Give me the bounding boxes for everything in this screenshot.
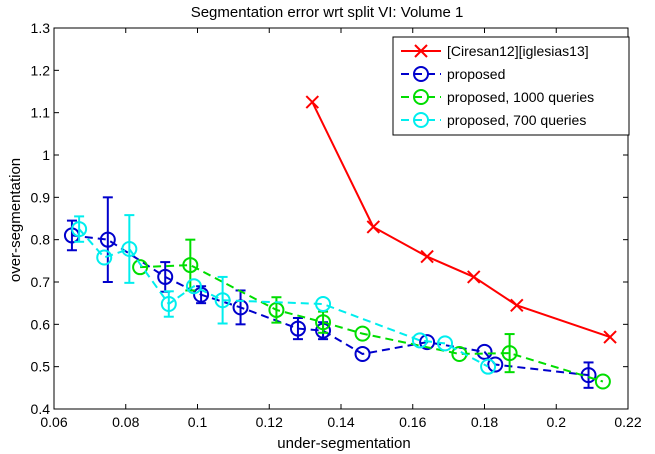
data-point — [132, 259, 149, 276]
error-bar — [583, 361, 594, 389]
marker-stroke — [467, 270, 481, 284]
y-tick-label: 0.9 — [31, 189, 51, 205]
legend-label: proposed, 1000 queries — [447, 89, 594, 105]
legend: [Ciresan12][iglesias13] proposed proposed,… — [392, 36, 630, 136]
y-tick-label: 1.2 — [31, 62, 51, 78]
y-tick-label: 0.6 — [31, 316, 51, 332]
y-axis-title: over-segmentation — [7, 158, 24, 282]
error-bar — [163, 290, 174, 318]
y-tick-label: 1 — [42, 147, 50, 163]
data-point — [305, 95, 320, 109]
legend-marker — [413, 112, 429, 128]
data-point — [420, 249, 434, 264]
data-point — [603, 330, 617, 344]
x-tick-label: 0.2 — [547, 414, 567, 430]
series-line — [71, 234, 589, 377]
marker-stroke — [305, 95, 320, 109]
legend-entry: proposed, 700 queries — [401, 112, 586, 128]
data-point — [315, 314, 332, 331]
error-bar — [124, 214, 135, 284]
series-0 — [305, 95, 617, 344]
y-tick-label: 0.8 — [31, 232, 51, 248]
data-point — [157, 268, 174, 285]
marker-stroke — [603, 330, 617, 344]
error-bar — [102, 196, 113, 283]
x-tick-label: 0.06 — [40, 414, 67, 430]
data-point — [71, 221, 88, 238]
data-point — [354, 325, 371, 342]
data-point — [121, 240, 138, 257]
data-point — [510, 298, 524, 312]
data-point — [476, 343, 493, 360]
x-tick-label: 0.12 — [256, 414, 283, 430]
data-point — [354, 345, 371, 362]
series-3 — [71, 214, 497, 375]
error-bar — [185, 238, 196, 292]
marker-stroke — [414, 44, 428, 58]
legend-label: [Ciresan12][iglesias13] — [447, 43, 589, 59]
data-point — [185, 278, 202, 295]
data-point — [182, 257, 199, 274]
x-tick-label: 0.22 — [614, 414, 641, 430]
legend-entry: proposed, 1000 queries — [401, 89, 594, 105]
legend-marker — [414, 44, 428, 58]
data-point — [594, 373, 611, 390]
error-bar — [504, 333, 515, 374]
legend-marker — [413, 66, 429, 82]
data-point — [487, 356, 504, 373]
data-point — [214, 292, 231, 309]
error-bar — [217, 275, 228, 325]
x-axis-title: under-segmentation — [277, 435, 410, 452]
y-tick-label: 0.5 — [31, 359, 51, 375]
legend-label: proposed — [447, 66, 505, 82]
data-point — [99, 231, 116, 248]
legend-entry: proposed — [401, 66, 505, 82]
series-line — [140, 264, 604, 383]
chart-title: Segmentation error wrt split VI: Volume … — [191, 4, 464, 21]
y-tick-label: 0.7 — [31, 274, 51, 290]
y-tick-label: 1.1 — [31, 105, 51, 121]
marker-stroke — [510, 298, 524, 312]
data-point — [437, 335, 454, 352]
legend-box — [392, 36, 630, 136]
y-tick-label: 1.3 — [31, 20, 51, 36]
data-point — [366, 220, 380, 234]
data-point — [419, 334, 436, 351]
data-point — [315, 296, 332, 313]
data-point — [467, 270, 481, 284]
legend-entry: [Ciresan12][iglesias13] — [401, 43, 589, 59]
legend-marker — [413, 89, 429, 105]
marker-stroke — [366, 220, 380, 234]
x-tick-label: 0.14 — [327, 414, 354, 430]
data-point — [289, 320, 306, 337]
marker-stroke — [420, 249, 434, 264]
y-tick-label: 0.4 — [31, 401, 51, 417]
data-point — [160, 296, 177, 313]
x-tick-label: 0.16 — [399, 414, 426, 430]
legend-label: proposed, 700 queries — [447, 112, 586, 128]
data-point — [411, 332, 428, 349]
x-tick-label: 0.1 — [188, 414, 208, 430]
x-tick-label: 0.18 — [471, 414, 498, 430]
data-point — [96, 249, 113, 266]
series-2 — [132, 238, 611, 390]
series-line — [311, 101, 611, 338]
data-point — [480, 358, 497, 375]
data-point — [501, 345, 518, 362]
x-tick-label: 0.08 — [112, 414, 139, 430]
error-bar — [74, 215, 85, 243]
